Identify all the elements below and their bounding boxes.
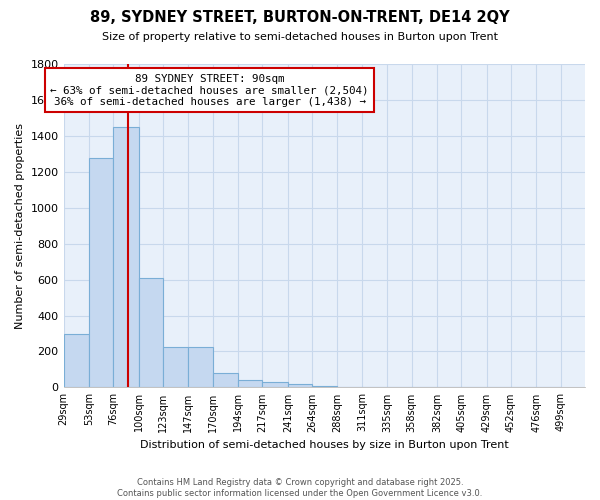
Bar bbox=[337, 386, 362, 388]
Bar bbox=[288, 384, 312, 388]
Bar bbox=[139, 278, 163, 388]
Bar bbox=[113, 127, 139, 388]
Bar bbox=[262, 382, 288, 388]
X-axis label: Distribution of semi-detached houses by size in Burton upon Trent: Distribution of semi-detached houses by … bbox=[140, 440, 509, 450]
Text: 89 SYDNEY STREET: 90sqm
← 63% of semi-detached houses are smaller (2,504)
36% of: 89 SYDNEY STREET: 90sqm ← 63% of semi-de… bbox=[50, 74, 369, 107]
Bar bbox=[89, 158, 113, 388]
Bar bbox=[362, 386, 387, 388]
Bar bbox=[163, 347, 188, 388]
Bar bbox=[387, 387, 412, 388]
Bar bbox=[212, 373, 238, 388]
Bar bbox=[64, 334, 89, 388]
Text: 89, SYDNEY STREET, BURTON-ON-TRENT, DE14 2QY: 89, SYDNEY STREET, BURTON-ON-TRENT, DE14… bbox=[90, 10, 510, 25]
Bar bbox=[312, 386, 337, 388]
Y-axis label: Number of semi-detached properties: Number of semi-detached properties bbox=[15, 122, 25, 328]
Bar bbox=[238, 380, 262, 388]
Bar bbox=[188, 347, 212, 388]
Text: Size of property relative to semi-detached houses in Burton upon Trent: Size of property relative to semi-detach… bbox=[102, 32, 498, 42]
Text: Contains HM Land Registry data © Crown copyright and database right 2025.
Contai: Contains HM Land Registry data © Crown c… bbox=[118, 478, 482, 498]
